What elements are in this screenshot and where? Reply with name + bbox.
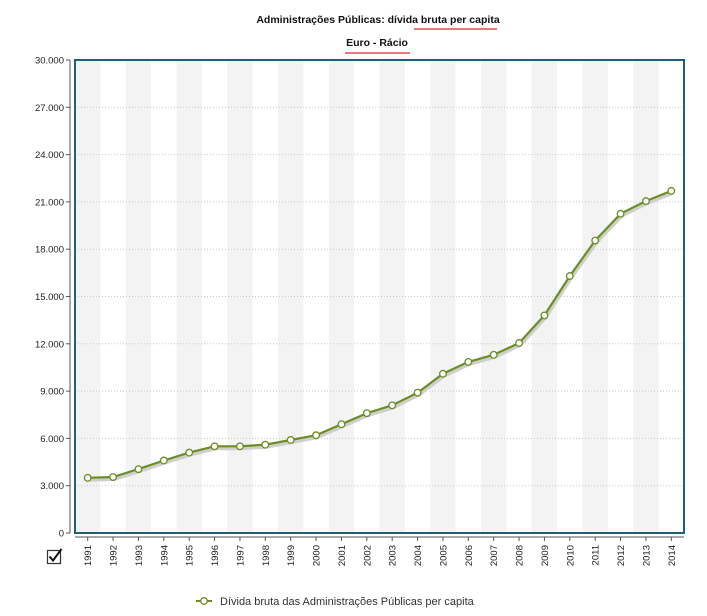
data-point[interactable] (235, 442, 244, 451)
data-point[interactable] (641, 197, 650, 206)
chart-title: Administrações Públicas: dívida bruta pe… (256, 14, 499, 26)
data-point[interactable] (261, 440, 270, 449)
y-tick-label: 3.000 (40, 481, 64, 492)
chart-subtitle-highlight: Rácio (379, 37, 408, 49)
x-tick-label: 2012 (616, 545, 627, 566)
data-point[interactable] (134, 465, 143, 474)
legend[interactable]: Dívida bruta das Administrações Públicas… (196, 596, 475, 608)
chart-title-highlight: dívida bruta per capita (388, 14, 500, 26)
x-tick-label: 2014 (667, 545, 678, 566)
x-tick-label: 1996 (210, 545, 221, 566)
background-band (582, 60, 608, 533)
x-tick-label: 2002 (362, 545, 373, 566)
x-tick-label: 2013 (641, 545, 652, 566)
x-tick-label: 2011 (591, 545, 602, 565)
chart-subtitle: Euro - Rácio (346, 37, 408, 49)
plot-background-bands (75, 60, 659, 533)
y-tick-label: 15.000 (35, 292, 64, 303)
data-point[interactable] (362, 409, 371, 418)
data-point[interactable] (210, 442, 219, 451)
checkmark-box-icon[interactable] (46, 548, 63, 565)
y-axis: 0 3.000 6.000 9.000 12.000 15.000 18.000 21.000… (35, 56, 71, 540)
data-point[interactable] (438, 369, 447, 378)
x-tick-label: 2007 (489, 545, 500, 566)
legend-marker (200, 597, 208, 605)
x-tick-label: 1992 (109, 545, 120, 566)
series-line-shadow (88, 191, 674, 482)
data-point[interactable] (565, 272, 574, 280)
y-tick-label: 9.000 (40, 387, 64, 398)
x-tick-label: 2004 (413, 545, 424, 566)
data-point[interactable] (413, 388, 422, 397)
data-point[interactable] (667, 186, 676, 195)
data-point[interactable] (464, 357, 473, 366)
background-band (328, 60, 355, 533)
background-band (379, 60, 405, 533)
x-tick-label: 1998 (261, 545, 272, 566)
data-point[interactable] (489, 350, 498, 359)
x-tick-label: 1991 (83, 545, 94, 566)
y-tick-label: 24.000 (35, 150, 64, 161)
data-point[interactable] (185, 448, 194, 457)
x-tick-label: 2000 (312, 545, 323, 566)
x-tick-label: 1999 (286, 545, 297, 566)
series-group (83, 186, 676, 482)
data-point[interactable] (337, 420, 346, 429)
data-point[interactable] (286, 436, 295, 444)
background-band (531, 60, 558, 533)
background-band (430, 60, 456, 533)
x-tick-label: 1997 (235, 545, 246, 566)
x-axis: 1991 1992 1993 1994 1995 1996 1997 1998 1999 2000… (75, 536, 684, 566)
data-point[interactable] (109, 473, 118, 481)
data-point[interactable] (159, 456, 168, 465)
x-tick-label: 2006 (464, 545, 475, 566)
background-band (278, 60, 304, 533)
y-tick-label: 18.000 (35, 245, 64, 256)
data-point[interactable] (591, 236, 600, 245)
y-tick-label: 12.000 (35, 339, 64, 350)
data-point[interactable] (388, 401, 397, 410)
data-point[interactable] (616, 209, 625, 218)
y-tick-label: 21.000 (35, 197, 64, 208)
x-tick-label: 2009 (540, 545, 551, 566)
data-point[interactable] (540, 311, 549, 320)
x-tick-label: 2001 (337, 545, 348, 566)
plot-frame (74, 59, 685, 534)
data-point[interactable] (83, 473, 92, 482)
x-tick-label: 2010 (565, 545, 576, 566)
data-point[interactable] (312, 431, 321, 440)
chart-subtitle-prefix: Euro - (346, 37, 379, 49)
y-tick-label: 30.000 (35, 56, 64, 67)
x-tick-label: 1995 (185, 545, 196, 566)
background-band (481, 60, 507, 533)
legend-label: Dívida bruta das Administrações Públicas… (220, 596, 475, 608)
x-tick-label: 1993 (134, 545, 145, 566)
y-tick-label: 6.000 (40, 434, 64, 445)
x-tick-label: 2008 (515, 545, 526, 566)
grid-lines (75, 106, 684, 487)
x-tick-label: 1994 (159, 545, 170, 566)
data-point[interactable] (515, 339, 524, 347)
chart-title-prefix: Administrações Públicas: (256, 14, 387, 26)
x-tick-label: 2005 (438, 545, 449, 566)
y-tick-label: 0 (59, 529, 64, 540)
series-line (87, 189, 672, 479)
y-tick-label: 27.000 (35, 103, 64, 114)
x-tick-label: 2003 (388, 545, 399, 566)
